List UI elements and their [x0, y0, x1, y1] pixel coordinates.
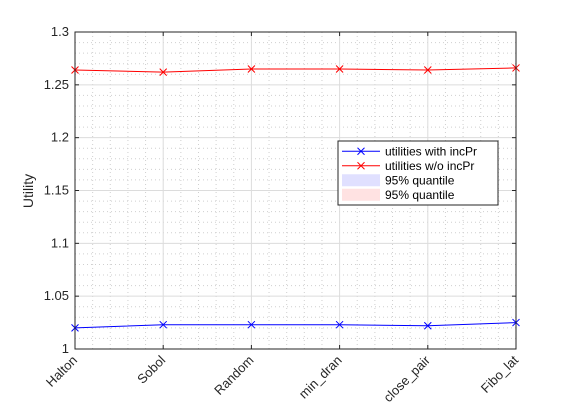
y-axis: 1 1.05 1.1 1.15 1.2 1.25 1.3: [44, 24, 516, 356]
data-point: [335, 65, 344, 73]
legend-entry: 95% quantile: [342, 188, 455, 202]
series-line: [74, 322, 517, 329]
legend-entry: 95% quantile: [342, 173, 455, 187]
data-point: [423, 321, 432, 330]
x-tick-label: Sobol: [134, 352, 168, 386]
x-tick-label: Fibo_lat: [478, 352, 522, 396]
legend-label: 95% quantile: [385, 173, 455, 187]
legend-marker: [357, 161, 365, 170]
legend-label: 95% quantile: [385, 188, 455, 202]
legend-entry: utilities with incPr: [342, 144, 477, 158]
x-tick-label: close_pair: [380, 352, 433, 405]
data-point: [335, 320, 344, 329]
data-point: [247, 320, 256, 329]
y-tick-label: 1.1: [51, 235, 69, 250]
data-point: [247, 65, 256, 73]
series-2: [71, 64, 520, 77]
y-tick-label: 1.3: [51, 24, 69, 39]
legend-label: utilities with incPr: [385, 144, 477, 158]
x-tick-label: min_dran: [296, 353, 345, 402]
legend-swatch: [342, 188, 380, 201]
x-tick-label: Random: [211, 353, 256, 398]
legend-entry: utilities w/o incPr: [342, 159, 474, 173]
legend-swatch: [342, 174, 380, 187]
series-line: [74, 67, 517, 73]
data-point: [159, 68, 168, 77]
data-point: [423, 66, 432, 74]
y-tick-label: 1.25: [44, 77, 69, 92]
y-tick-label: 1: [62, 341, 69, 356]
legend-label: utilities w/o incPr: [385, 159, 474, 173]
data-point: [159, 320, 168, 329]
legend-marker: [357, 147, 365, 156]
x-tick-label: Halton: [43, 353, 80, 390]
y-tick-label: 1.2: [51, 130, 69, 145]
y-tick-label: 1.15: [44, 183, 69, 198]
y-tick-label: 1.05: [44, 288, 69, 303]
y-axis-label: Utility: [20, 174, 36, 208]
